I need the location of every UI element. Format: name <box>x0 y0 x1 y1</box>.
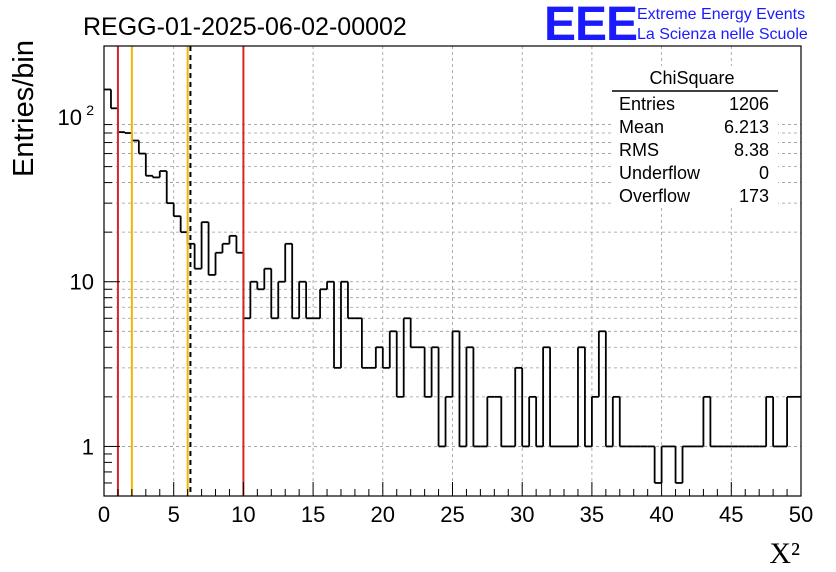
stats-box-bg <box>612 66 778 206</box>
marker-lines <box>116 46 245 496</box>
stats-value: 1206 <box>729 94 769 114</box>
y-tick-label: 10 <box>70 270 94 295</box>
y-axis-label: Entries/bin <box>8 40 40 177</box>
logo-line2: La Scienza nelle Scuole <box>637 26 808 43</box>
stats-label: RMS <box>619 140 659 160</box>
x-tick-label: 30 <box>510 502 534 527</box>
x-tick-label: 35 <box>580 502 604 527</box>
x-axis-label: X² <box>769 537 800 570</box>
stats-value: 6.213 <box>724 117 769 137</box>
stats-label: Underflow <box>619 163 701 183</box>
x-tick-label: 0 <box>98 502 110 527</box>
stats-box: ChiSquare Entries 1206 Mean 6.213 RMS 8.38 Und… <box>612 66 778 206</box>
x-tick-label: 40 <box>649 502 673 527</box>
x-tick-label: 25 <box>440 502 464 527</box>
x-tick-label: 10 <box>231 502 255 527</box>
logo: EEE Extreme Energy Events La Scienza nel… <box>544 0 808 51</box>
x-tick-label: 15 <box>301 502 325 527</box>
stats-label: Entries <box>619 94 675 114</box>
stats-value: 0 <box>759 163 769 183</box>
stats-value: 173 <box>739 186 769 206</box>
y-tick-label: 10 <box>58 105 82 130</box>
stats-label: Overflow <box>619 186 691 206</box>
x-tick-label: 50 <box>789 502 813 527</box>
y-tick-exponent: 2 <box>86 102 94 118</box>
y-tick-label: 1 <box>82 434 94 459</box>
stats-label: Mean <box>619 117 664 137</box>
chart-title: REGG-01-2025-06-02-00002 <box>83 13 407 41</box>
stats-title: ChiSquare <box>649 68 734 88</box>
x-tick-label: 20 <box>371 502 395 527</box>
logo-line1: Extreme Energy Events <box>637 6 805 23</box>
x-tick-label: 5 <box>168 502 180 527</box>
stats-value: 8.38 <box>734 140 769 160</box>
logo-mark: EEE <box>544 0 637 51</box>
x-tick-label: 45 <box>719 502 743 527</box>
